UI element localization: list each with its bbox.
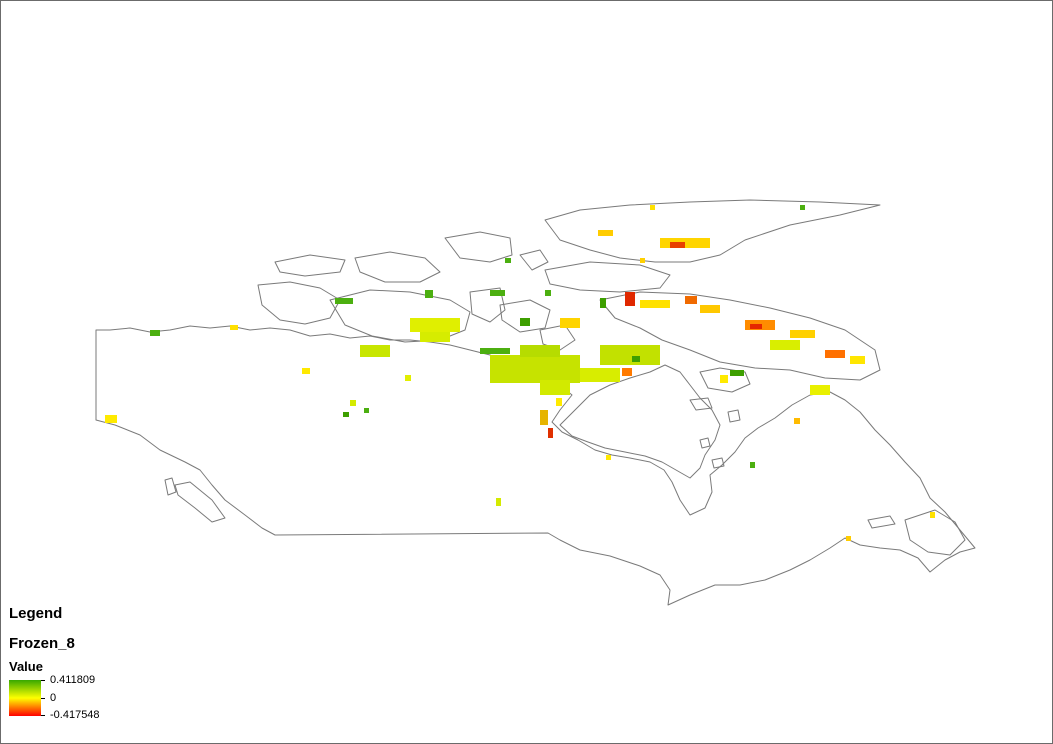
coats-island — [689, 397, 713, 411]
raster-cell — [720, 375, 728, 383]
raster-cell — [545, 290, 551, 296]
raster-cell — [556, 398, 562, 406]
victoria-island — [329, 289, 471, 343]
raster-cells — [105, 205, 935, 541]
legend-layer-name: Frozen_8 — [9, 635, 75, 652]
bathurst-island — [444, 231, 513, 263]
raster-cell — [560, 318, 580, 328]
raster-cell — [685, 296, 697, 304]
raster-cell — [606, 455, 611, 460]
raster-cell — [750, 324, 762, 329]
legend-min-label: -0.417548 — [50, 709, 100, 721]
banks-island — [257, 281, 341, 325]
mansel-island — [727, 409, 741, 423]
raster-cell — [640, 300, 670, 308]
raster-cell — [850, 356, 865, 364]
raster-cell — [302, 368, 310, 374]
raster-cell — [770, 340, 800, 350]
melville-island — [354, 251, 441, 283]
raster-cell — [800, 205, 805, 210]
raster-cell — [343, 412, 349, 417]
raster-cell — [490, 355, 580, 383]
raster-cell — [794, 418, 800, 424]
raster-cell — [520, 318, 530, 326]
somerset-island — [499, 299, 551, 333]
vancouver-island — [174, 481, 226, 523]
raster-cell — [540, 380, 570, 395]
raster-cell — [670, 242, 685, 248]
raster-cell — [640, 258, 645, 263]
raster-cell — [825, 350, 845, 358]
raster-cell — [580, 368, 620, 382]
legend-tick-mid — [41, 698, 45, 699]
raster-cell — [810, 385, 830, 395]
raster-cell — [540, 410, 548, 425]
raster-cell — [600, 345, 660, 365]
raster-cell — [632, 356, 640, 362]
raster-cell — [405, 375, 411, 381]
hudson-bay-coastline — [559, 364, 721, 479]
raster-cell — [150, 330, 160, 336]
newfoundland — [904, 509, 966, 556]
raster-cell — [420, 332, 450, 342]
raster-cell — [230, 325, 238, 330]
raster-cell — [490, 290, 505, 296]
legend-tick-max — [41, 680, 45, 681]
raster-cell — [520, 345, 560, 357]
legend-max-label: 0.411809 — [50, 674, 96, 686]
map-legend: Legend Frozen_8 Value 0.411809 0 -0.4175… — [9, 605, 169, 730]
anticosti-island — [867, 515, 896, 529]
raster-cell — [846, 536, 851, 541]
raster-cell — [505, 258, 511, 263]
raster-cell — [410, 318, 460, 332]
raster-cell — [790, 330, 815, 338]
raster-cell — [360, 345, 390, 357]
raster-cell — [350, 400, 356, 406]
raster-cell — [625, 292, 635, 306]
raster-cell — [364, 408, 369, 413]
ellesmere-island — [544, 199, 881, 263]
raster-cell — [480, 348, 510, 354]
haida-gwaii — [164, 477, 177, 496]
prince-of-wales-island — [469, 287, 506, 323]
raster-cell — [930, 512, 935, 518]
cornwallis-island — [519, 249, 549, 271]
canada-outline — [95, 199, 976, 606]
akimiski-island — [711, 457, 725, 469]
legend-tick-min — [41, 715, 45, 716]
raster-cell — [425, 290, 433, 298]
raster-cell — [335, 298, 353, 304]
raster-cell — [496, 498, 501, 506]
raster-cell — [750, 462, 755, 468]
raster-cell — [548, 428, 553, 438]
baffin-island — [599, 291, 881, 381]
raster-cell — [598, 230, 613, 236]
raster-cell — [650, 205, 655, 210]
raster-cell — [730, 370, 744, 376]
legend-color-ramp — [9, 680, 41, 716]
raster-cell — [622, 368, 632, 376]
belcher-islands — [699, 437, 711, 449]
raster-cell — [700, 305, 720, 313]
parry-islands — [274, 254, 346, 277]
legend-mid-label: 0 — [50, 692, 57, 704]
raster-cell — [600, 298, 606, 308]
mainland-coastline — [95, 325, 976, 606]
legend-field-label: Value — [9, 659, 43, 674]
legend-title: Legend — [9, 605, 63, 622]
southampton-island — [699, 367, 751, 393]
devon-island — [544, 261, 671, 293]
raster-cell — [105, 415, 117, 423]
